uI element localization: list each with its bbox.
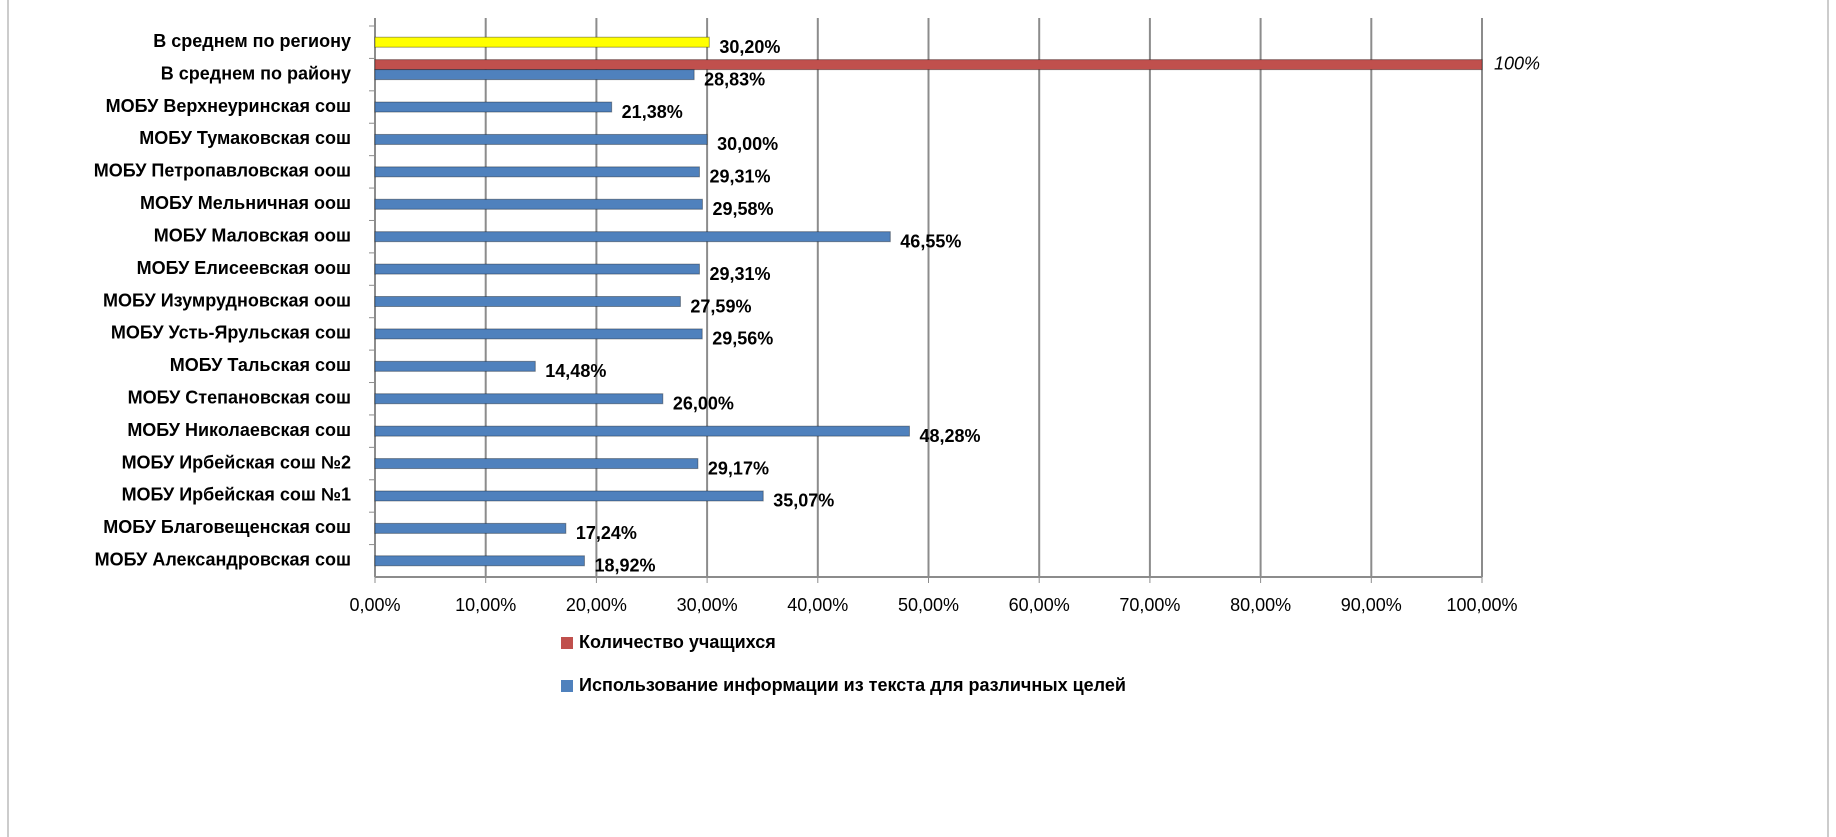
x-tick-label: 60,00% [1009, 595, 1070, 615]
x-tick-label: 20,00% [566, 595, 627, 615]
y-tick-label: МОБУ Верхнеуринская сош [106, 96, 351, 116]
bar [374, 133, 708, 145]
y-tick-label: МОБУ Тальская сош [170, 355, 351, 375]
data-label: 100% [1494, 53, 1540, 73]
chart-border [7, 0, 1829, 837]
bar [374, 360, 536, 372]
bar [374, 101, 613, 113]
y-tick-label: В среднем по району [161, 63, 351, 83]
y-tick-label: МОБУ Благовещенская сош [103, 517, 351, 537]
legend-swatch [561, 680, 573, 692]
bar [374, 296, 681, 307]
data-label: 27,59% [690, 296, 751, 316]
data-label: 46,55% [900, 231, 961, 251]
y-tick-label: МОБУ Ирбейская сош №1 [122, 485, 351, 505]
bar [374, 458, 699, 470]
data-label: 29,17% [708, 458, 769, 478]
y-tick-label: МОБУ Маловская оош [154, 225, 351, 245]
data-label: 48,28% [919, 426, 980, 446]
y-tick-label: В среднем по региону [153, 31, 351, 51]
data-label: 29,31% [709, 167, 770, 187]
x-tick-label: 30,00% [677, 595, 738, 615]
x-tick-label: 90,00% [1341, 595, 1402, 615]
legend-swatch [561, 637, 573, 649]
x-tick-label: 10,00% [455, 595, 516, 615]
bar [374, 522, 567, 534]
x-tick-label: 50,00% [898, 595, 959, 615]
bar [374, 198, 703, 210]
x-tick-label: 80,00% [1230, 595, 1291, 615]
y-tick-label: МОБУ Александровская сош [95, 550, 351, 570]
y-tick-label: МОБУ Петропавловская оош [94, 161, 351, 181]
bar [374, 166, 700, 178]
data-label: 17,24% [576, 523, 637, 543]
data-label: 21,38% [622, 102, 683, 122]
y-tick-label: МОБУ Николаевская сош [127, 420, 351, 440]
data-label: 35,07% [773, 491, 834, 511]
bar [374, 231, 891, 243]
x-tick-label: 40,00% [787, 595, 848, 615]
y-tick-label: МОБУ Степановская сош [128, 387, 351, 407]
y-tick-label: МОБУ Мельничная оош [140, 193, 351, 213]
bar [374, 69, 695, 81]
bar [374, 263, 700, 275]
data-label: 29,31% [709, 264, 770, 284]
bar [374, 425, 910, 437]
x-tick-label: 100,00% [1446, 595, 1517, 615]
x-tick-label: 70,00% [1119, 595, 1180, 615]
y-tick-label: МОБУ Усть-Ярульская сош [111, 323, 351, 343]
data-label: 28,83% [704, 69, 765, 89]
data-label: 29,58% [712, 199, 773, 219]
bar [374, 328, 703, 340]
y-tick-label: МОБУ Изумрудновская оош [103, 290, 351, 310]
data-label: 29,56% [712, 329, 773, 349]
legend-label: Количество учащихся [579, 632, 776, 652]
bar [374, 59, 1483, 71]
bar [374, 36, 710, 48]
y-tick-label: МОБУ Елисеевская оош [137, 258, 351, 278]
data-label: 26,00% [673, 393, 734, 413]
legend-label: Использование информации из текста для р… [579, 675, 1126, 695]
y-tick-label: МОБУ Тумаковская сош [139, 128, 351, 148]
y-tick-label: МОБУ Ирбейская сош №2 [122, 452, 351, 472]
data-label: 30,00% [717, 134, 778, 154]
bar [374, 490, 764, 502]
data-label: 30,20% [719, 37, 780, 57]
data-label: 18,92% [594, 556, 655, 576]
data-label: 14,48% [545, 361, 606, 381]
bar [374, 393, 664, 405]
bar [374, 555, 585, 567]
x-tick-label: 0,00% [349, 595, 400, 615]
